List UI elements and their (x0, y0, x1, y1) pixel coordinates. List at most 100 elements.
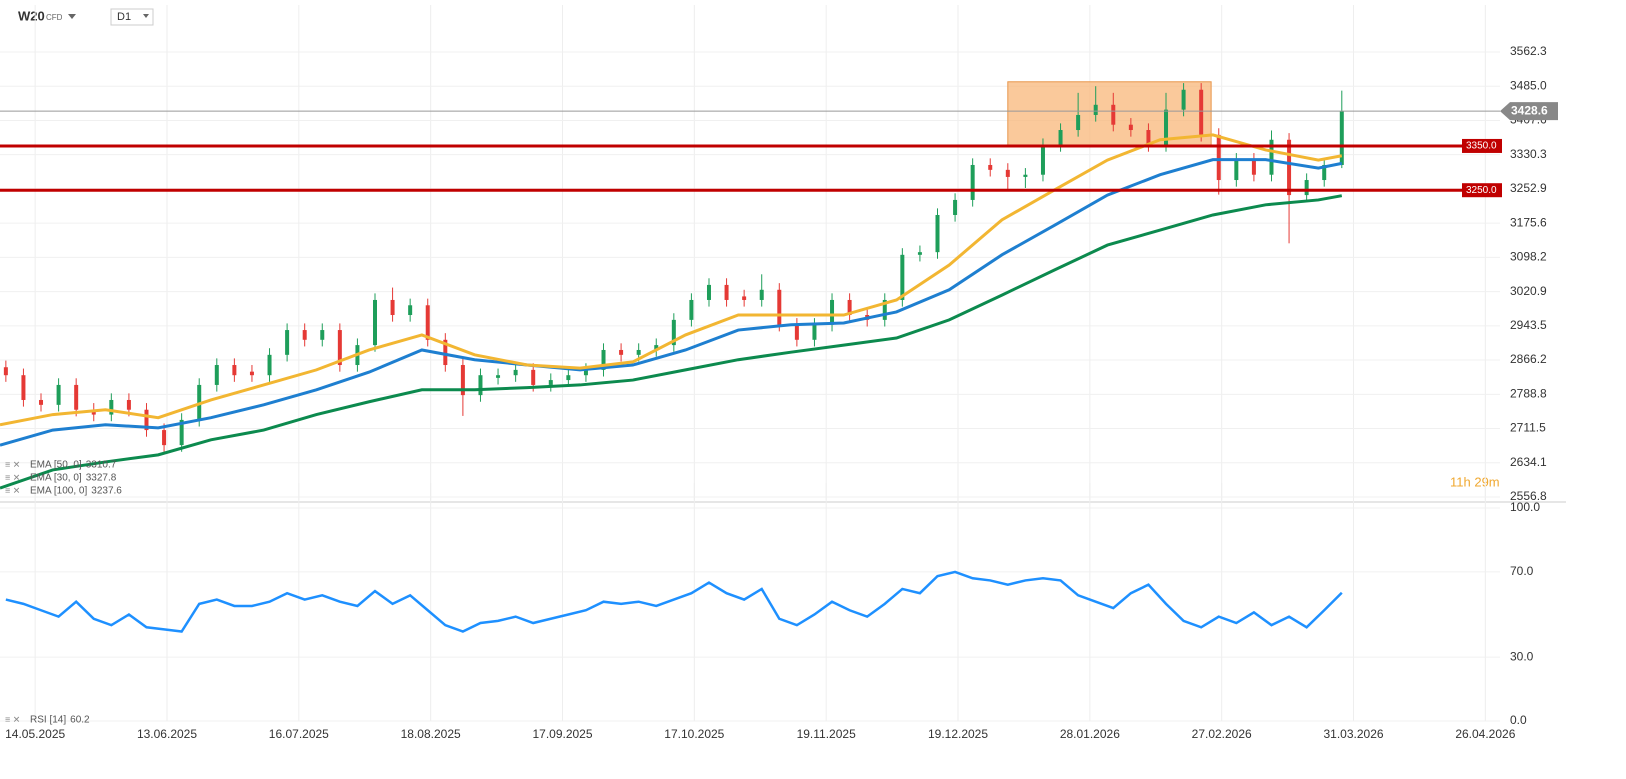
candle-body (1023, 174, 1028, 177)
legend-icon: ≡ ✕ (5, 485, 20, 495)
level-tag (1462, 138, 1502, 153)
candle-body (935, 214, 940, 253)
candle-body (302, 330, 307, 340)
legend-icon: ≡ ✕ (5, 472, 20, 482)
y-tick-label: 2866.2 (1510, 352, 1547, 366)
candle-body (619, 349, 624, 355)
candle-body (513, 369, 518, 376)
interval-dropdown[interactable] (143, 14, 149, 18)
candle-body (900, 254, 905, 300)
candle-body (548, 380, 553, 385)
price-tag (1500, 102, 1558, 121)
candle-body (74, 384, 79, 410)
candle-body (56, 384, 61, 405)
candle-body (1304, 180, 1309, 196)
y-tick-label: 2943.5 (1510, 318, 1547, 332)
candle-body (1322, 164, 1327, 181)
candle-body (285, 330, 290, 355)
legend-icon: ≡ ✕ (5, 459, 20, 469)
y-tick-label: 30.0 (1510, 649, 1534, 663)
candle-body (794, 324, 799, 340)
zone (1007, 81, 1212, 147)
legend-name: EMA [30, 0] (30, 473, 82, 484)
level-tag (1462, 183, 1502, 198)
candle-body (1058, 130, 1063, 146)
candle-body (882, 299, 887, 320)
candle-body (583, 369, 588, 376)
y-tick-label: 3485.0 (1510, 78, 1547, 92)
x-tick-label: 17.10.2025 (664, 727, 724, 741)
candle-body (408, 305, 413, 316)
legend-value: 3237.6 (91, 486, 122, 497)
candle-body (1199, 89, 1204, 135)
x-tick-label: 28.01.2026 (1060, 727, 1120, 741)
candle-body (320, 330, 325, 340)
y-tick-label: 3562.3 (1510, 44, 1547, 58)
candle-body (460, 365, 465, 396)
y-tick-label: 3020.9 (1510, 284, 1547, 298)
y-tick-label: 3252.9 (1510, 181, 1547, 195)
candle-body (970, 164, 975, 200)
level-label: 3250.0 (1466, 185, 1497, 196)
candle-body (39, 399, 44, 405)
legend-name: RSI [14] (30, 715, 66, 726)
candle-body (917, 252, 922, 255)
candle-body (443, 339, 448, 366)
legend-icon: ≡ ✕ (5, 714, 20, 724)
candle-body (1040, 145, 1045, 175)
candle-body (1339, 111, 1344, 165)
candle-body (1093, 104, 1098, 115)
x-tick-label: 19.11.2025 (797, 727, 856, 741)
candle-body (847, 299, 852, 316)
candle-body (706, 284, 711, 300)
candle-body (953, 199, 958, 215)
candle-body (1005, 169, 1010, 177)
candle-body (724, 284, 729, 300)
candle-body (214, 365, 219, 385)
candle-body (1234, 159, 1239, 181)
y-tick-label: 3098.2 (1510, 250, 1547, 264)
legend-value: 3327.8 (86, 473, 117, 484)
candle-body (566, 375, 571, 381)
candle-body (337, 330, 342, 366)
legend-value: 60.2 (70, 715, 90, 726)
candle-body (1216, 134, 1221, 181)
y-tick-label: 0.0 (1510, 713, 1527, 727)
x-tick-label: 19.12.2025 (928, 727, 988, 741)
candle-body (601, 349, 606, 370)
candle-body (3, 367, 8, 376)
symbol-dropdown[interactable] (68, 14, 76, 19)
series-line (0, 194, 1343, 490)
candle-body (373, 299, 377, 346)
candle-body (496, 375, 501, 378)
candle-body (1128, 124, 1133, 131)
candle-body (812, 324, 817, 340)
candle-body (988, 164, 993, 170)
candle-body (267, 354, 272, 376)
candle-body (1181, 89, 1186, 110)
candle-body (1269, 139, 1274, 175)
symbol[interactable]: W20 (18, 8, 45, 23)
candle-body (109, 399, 114, 415)
candle-body (1251, 159, 1256, 175)
y-tick-label: 2788.8 (1510, 386, 1547, 400)
y-tick-label: 2634.1 (1510, 455, 1547, 469)
interval[interactable]: D1 (117, 11, 131, 23)
legend-name: EMA [50, 0] (30, 460, 82, 471)
x-tick-label: 14.05.2025 (5, 727, 65, 741)
series-line (5, 570, 1343, 633)
price-tag-label: 3428.6 (1511, 103, 1548, 117)
candle-body (425, 305, 430, 340)
candle-body (179, 419, 184, 446)
candle-body (759, 289, 764, 300)
x-tick-label: 17.09.2025 (532, 727, 592, 741)
interval-box[interactable] (110, 8, 154, 26)
x-tick-label: 27.02.2026 (1192, 727, 1252, 741)
candle-body (1287, 139, 1292, 196)
candle-body (1146, 130, 1151, 146)
instrument-type: CFD (46, 13, 63, 22)
y-tick-label: 2556.8 (1510, 489, 1547, 503)
candle-body (671, 319, 676, 346)
candle-body (742, 296, 747, 300)
